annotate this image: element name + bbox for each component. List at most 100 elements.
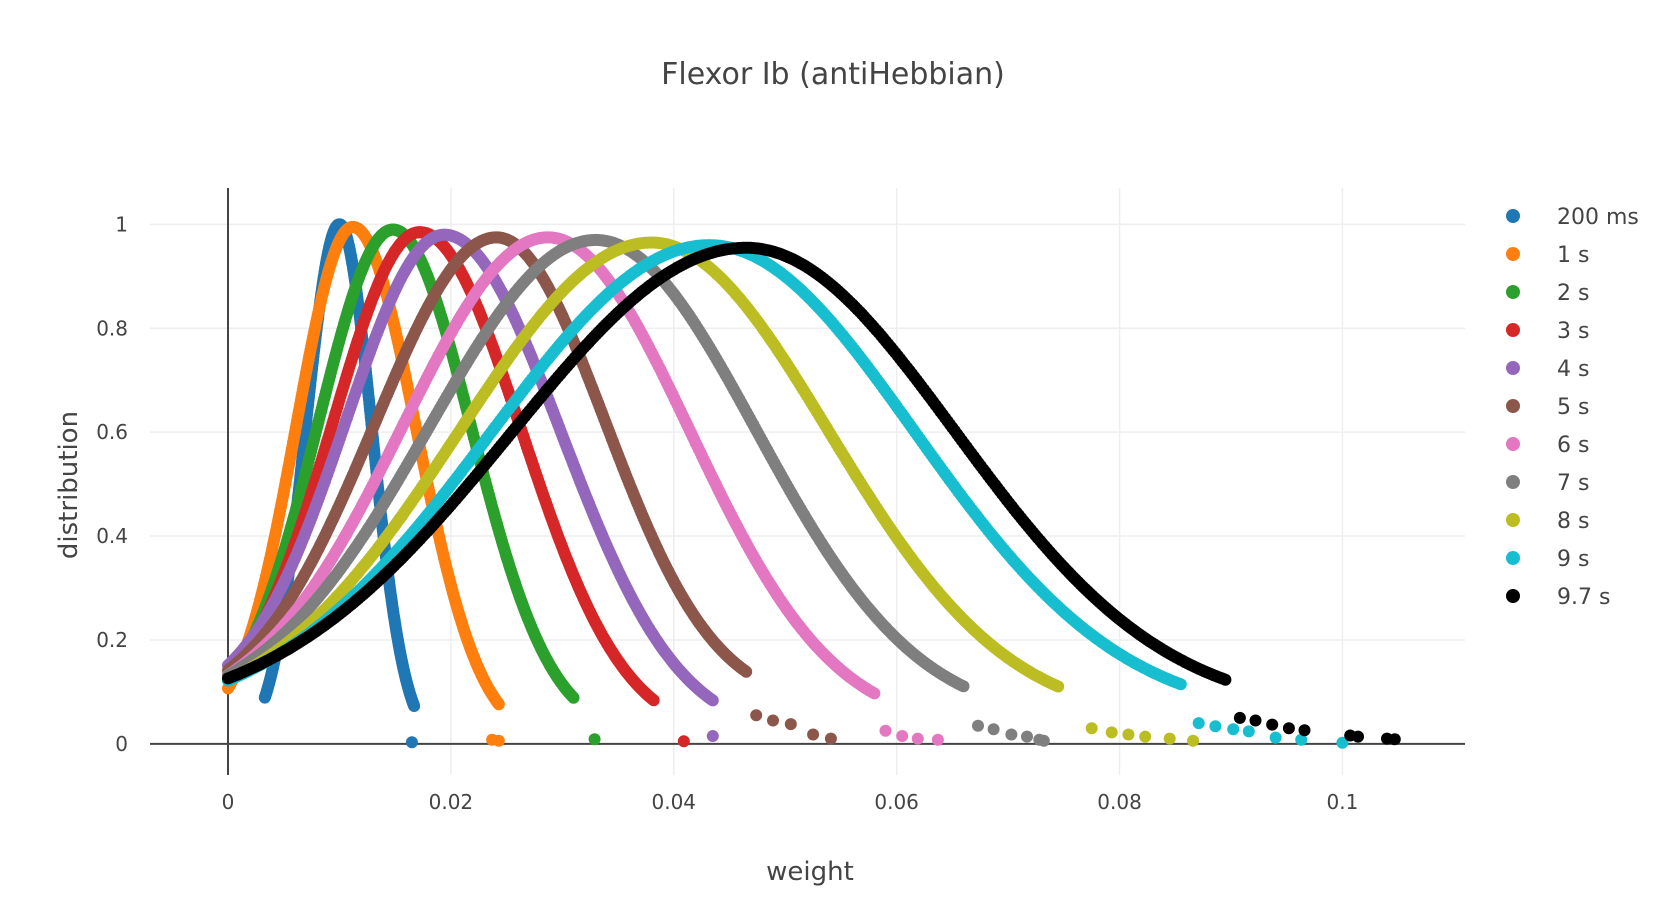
data-point xyxy=(677,735,690,748)
data-point xyxy=(1209,720,1222,733)
series-4-s xyxy=(222,228,719,742)
y-tick-label: 0 xyxy=(115,732,128,756)
y-axis-title: distribution xyxy=(54,411,84,559)
y-tick-label: 0.8 xyxy=(96,316,128,340)
data-point xyxy=(1233,711,1246,724)
data-point xyxy=(1052,680,1065,693)
legend-item[interactable]: 6 s xyxy=(1506,433,1589,458)
x-axis-title: weight xyxy=(766,857,854,887)
data-point xyxy=(1388,733,1401,746)
data-point xyxy=(987,723,1000,736)
data-point xyxy=(1192,717,1205,730)
legend-label: 5 s xyxy=(1557,395,1589,420)
data-point xyxy=(1266,718,1279,731)
legend-item[interactable]: 4 s xyxy=(1506,357,1589,382)
data-point xyxy=(750,709,763,722)
data-point xyxy=(957,680,970,693)
legend-label: 2 s xyxy=(1557,281,1589,306)
x-tick-label: 0 xyxy=(222,790,235,814)
data-point xyxy=(1037,734,1050,747)
legend-item[interactable]: 2 s xyxy=(1506,281,1589,306)
data-point xyxy=(1219,673,1232,686)
data-point xyxy=(824,732,837,745)
legend-item[interactable]: 5 s xyxy=(1506,395,1589,420)
data-point xyxy=(1122,728,1135,741)
legend-label: 6 s xyxy=(1557,433,1589,458)
x-tick-label: 0.06 xyxy=(874,790,919,814)
data-point xyxy=(972,719,984,732)
x-tick-label: 0.08 xyxy=(1097,790,1142,814)
data-point xyxy=(1227,723,1240,736)
y-tick-label: 1 xyxy=(115,212,128,236)
data-point xyxy=(1085,722,1098,735)
data-point xyxy=(1139,730,1152,743)
data-point xyxy=(588,733,601,746)
data-point xyxy=(492,734,505,747)
data-point xyxy=(408,700,421,712)
data-point xyxy=(740,665,753,678)
legend-marker xyxy=(1506,247,1520,261)
legend-label: 1 s xyxy=(1557,243,1589,268)
axes-layer: 0 0.02 0.04 0.06 0.08 0.1 0 0.2 0.4 0.6 0.8 1 xyxy=(96,188,1465,814)
data-point xyxy=(405,736,418,749)
x-tick-label: 0.04 xyxy=(652,790,697,814)
data-point xyxy=(1298,724,1311,737)
series-7-s xyxy=(222,233,1050,747)
data-point xyxy=(1249,714,1262,727)
legend-label: 9.7 s xyxy=(1557,585,1610,610)
y-tick-label: 0.2 xyxy=(96,628,128,652)
data-point xyxy=(1295,733,1308,746)
legend-marker xyxy=(1506,513,1520,527)
legend-label: 4 s xyxy=(1557,357,1589,382)
legend-item[interactable]: 3 s xyxy=(1506,319,1589,344)
legend: 200 ms 1 s 2 s 3 s 4 s 5 s 6 s 7 s 8 s 9 s 9.7 s xyxy=(1506,205,1639,610)
legend-marker xyxy=(1506,399,1520,413)
x-tick-label: 0.02 xyxy=(429,790,474,814)
data-point xyxy=(706,730,719,742)
data-point xyxy=(1269,731,1282,744)
data-point xyxy=(1163,732,1176,745)
legend-item[interactable]: 9.7 s xyxy=(1506,585,1610,610)
legend-label: 9 s xyxy=(1557,547,1589,572)
data-point xyxy=(1105,726,1118,739)
data-point xyxy=(879,724,892,737)
data-point xyxy=(647,694,660,707)
x-tick-label: 0.1 xyxy=(1327,790,1359,814)
data-point xyxy=(706,694,719,707)
legend-item[interactable]: 9 s xyxy=(1506,547,1589,572)
data-point xyxy=(807,728,820,741)
legend-label: 7 s xyxy=(1557,471,1589,496)
legend-marker xyxy=(1506,361,1520,375)
legend-marker xyxy=(1506,209,1520,223)
series-9.7-s xyxy=(222,241,1401,746)
data-point xyxy=(1336,736,1349,749)
data-point xyxy=(911,732,924,745)
legend-item[interactable]: 8 s xyxy=(1506,509,1589,534)
data-point xyxy=(492,698,505,711)
data-point xyxy=(1021,730,1033,743)
data-point xyxy=(1242,725,1255,738)
legend-marker xyxy=(1506,285,1520,299)
data-point xyxy=(1352,730,1364,743)
data-point xyxy=(1187,734,1200,747)
legend-label: 200 ms xyxy=(1557,205,1639,230)
data-point xyxy=(1282,722,1295,735)
legend-marker xyxy=(1506,589,1520,603)
legend-item[interactable]: 7 s xyxy=(1506,471,1589,496)
legend-marker xyxy=(1506,551,1520,565)
legend-label: 8 s xyxy=(1557,509,1589,534)
series-1-s xyxy=(222,221,505,747)
data-point xyxy=(1005,728,1018,741)
data-point xyxy=(1174,678,1187,691)
series-5-s xyxy=(222,231,837,745)
legend-label: 3 s xyxy=(1557,319,1589,344)
y-tick-label: 0.4 xyxy=(96,524,128,548)
legend-item[interactable]: 1 s xyxy=(1506,243,1589,268)
legend-marker xyxy=(1506,437,1520,451)
data-point xyxy=(896,730,909,742)
legend-marker xyxy=(1506,323,1520,337)
series-layer xyxy=(222,218,1401,749)
legend-item[interactable]: 200 ms xyxy=(1506,205,1639,230)
y-tick-label: 0.6 xyxy=(96,420,128,444)
